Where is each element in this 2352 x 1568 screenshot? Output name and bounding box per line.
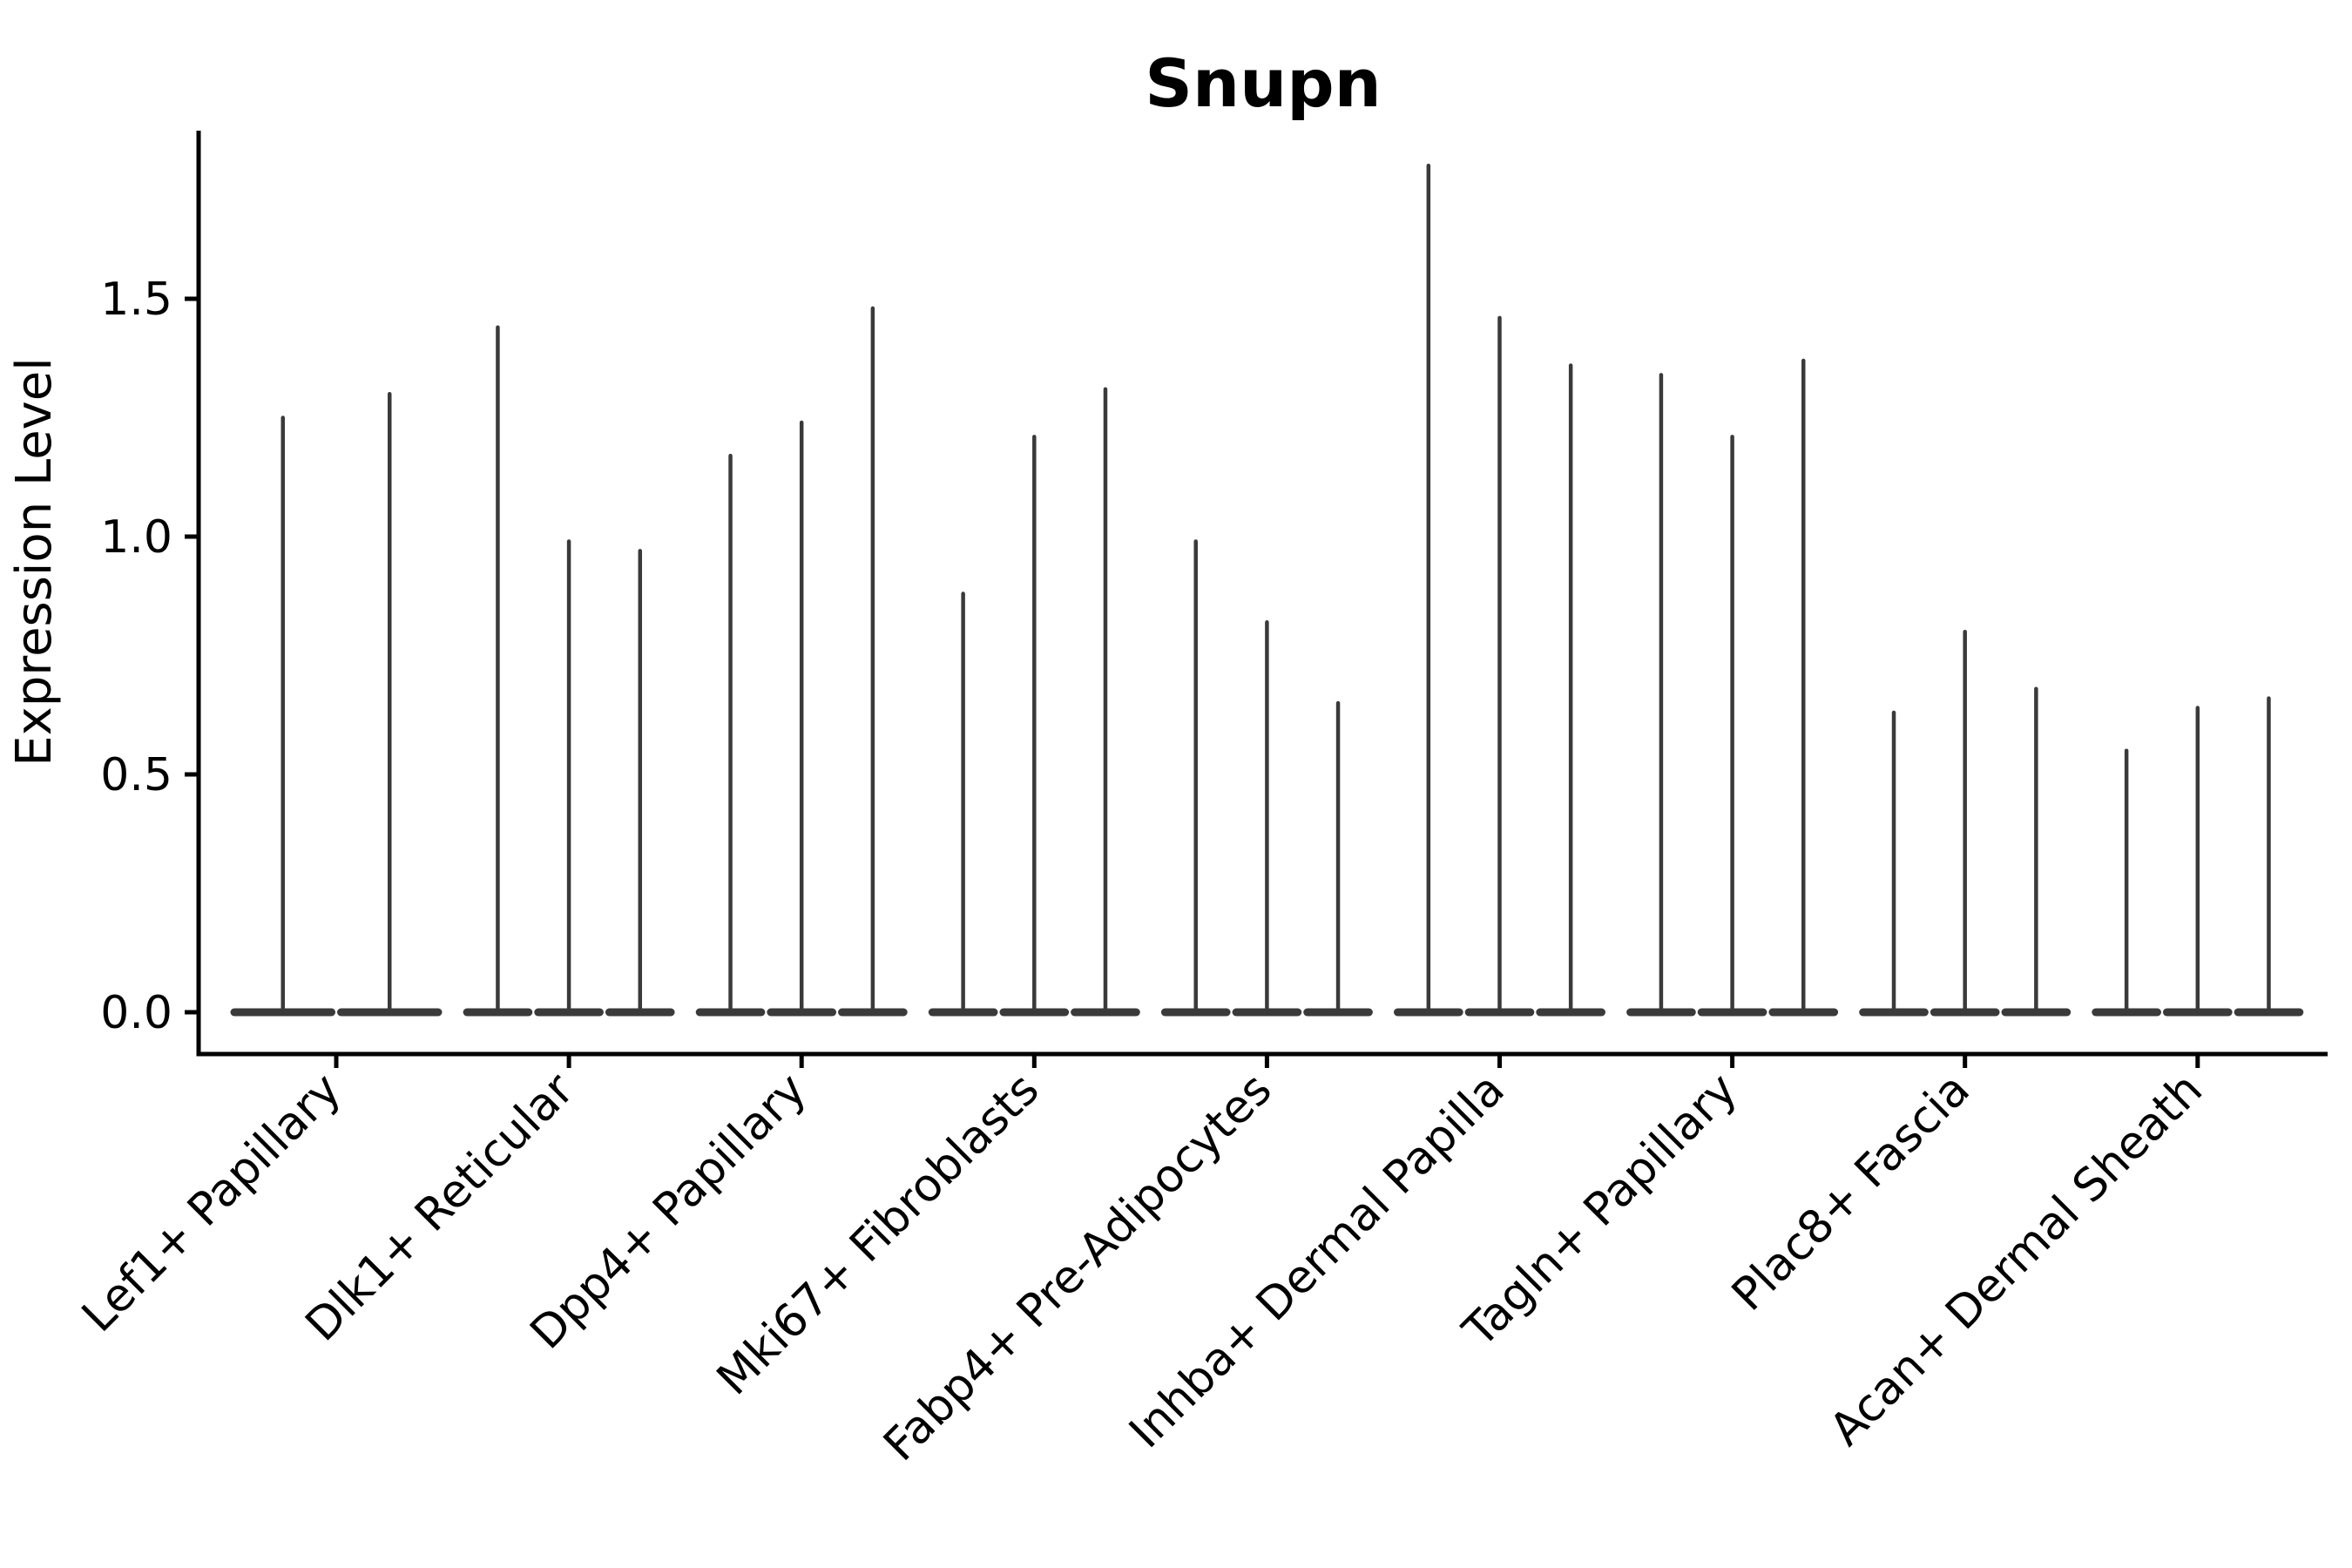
x-tick-label: Plac8+ Fascia (1722, 1064, 1980, 1321)
violin-group (1626, 358, 1839, 1017)
y-tick-label: 0.5 (100, 749, 172, 801)
violin-group (230, 391, 443, 1017)
violin-group (1394, 163, 1605, 1017)
y-tick-label: 0.0 (100, 987, 172, 1039)
violin-group (928, 387, 1140, 1017)
chart-title: Snupn (1145, 44, 1381, 122)
violin-group (1160, 539, 1373, 1017)
x-tick-label: Acan+ Dermal Sheath (1820, 1064, 2213, 1456)
x-tick-label: Inhba+ Dermal Papilla (1119, 1064, 1514, 1458)
y-tick-label: 1.0 (100, 511, 172, 564)
violin-group (463, 325, 675, 1017)
x-tick-label: Fabp4+ Pre-Adipocytes (874, 1064, 1281, 1471)
violin-group (2092, 696, 2304, 1017)
violin-group (1859, 629, 2072, 1017)
y-tick-label: 1.5 (100, 274, 172, 326)
y-axis-label: Expression Level (6, 357, 63, 767)
violin-group (695, 306, 908, 1017)
